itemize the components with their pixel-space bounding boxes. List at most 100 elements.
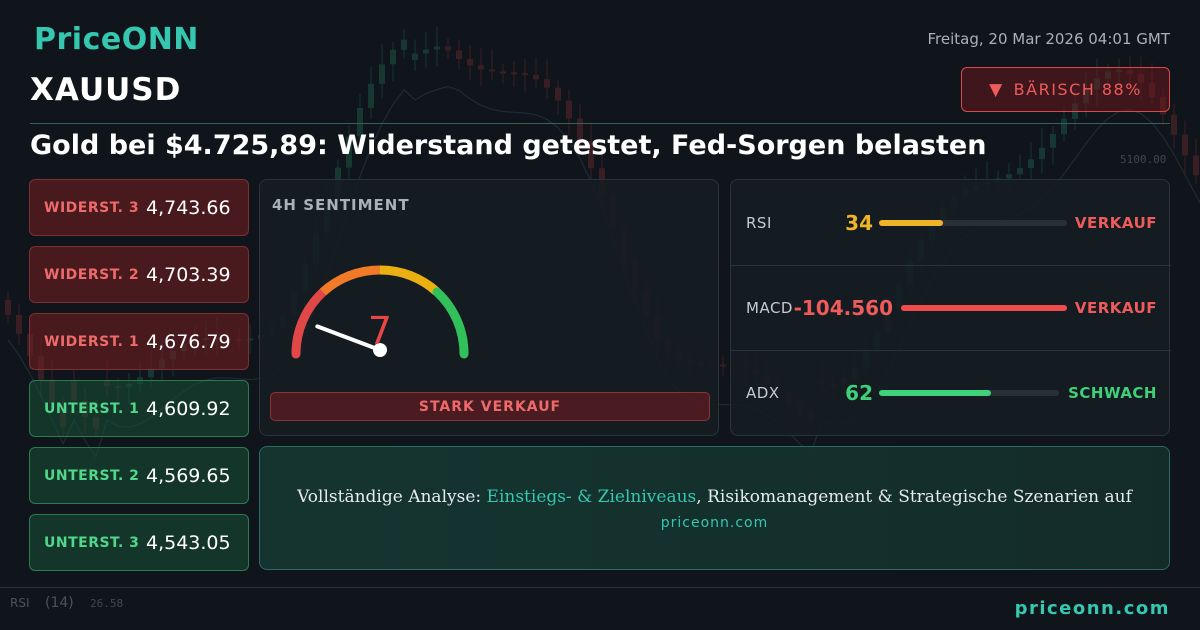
background-candle-body	[1182, 134, 1188, 156]
indicators-panel: RSI 34 VERKAUF MACD -104.560 VERKAUF ADX…	[730, 179, 1171, 436]
background-candle-body	[1149, 82, 1155, 97]
background-candle-body	[522, 72, 528, 75]
brand-logo: PriceONN	[34, 22, 199, 57]
indicator-rsi: RSI 34 VERKAUF	[731, 180, 1171, 265]
sentiment-title: 4H SENTIMENT	[272, 196, 410, 214]
gauge-hub	[373, 343, 387, 357]
background-candle-body	[1061, 118, 1067, 134]
background-candle-body	[489, 69, 495, 72]
background-candle-body	[390, 49, 396, 65]
background-candle-body	[1116, 69, 1122, 72]
level-resistance-2: WIDERST. 2 4,703.39	[29, 246, 249, 303]
bias-badge: ▼ BÄRISCH 88%	[961, 67, 1170, 112]
background-candle-body	[346, 136, 352, 168]
background-candle-body	[1105, 71, 1111, 79]
background-candle-body	[445, 46, 451, 51]
background-candle-body	[511, 72, 517, 75]
gauge-arc-green	[432, 287, 469, 359]
level-label: UNTERST. 1	[44, 400, 140, 417]
gauge-score: 7	[368, 309, 392, 353]
level-value: 4,543.05	[146, 531, 231, 554]
level-label: WIDERST. 1	[44, 333, 140, 350]
background-candle-body	[1083, 89, 1089, 104]
footer-url[interactable]: priceonn.com	[1014, 598, 1170, 619]
indicator-name: ADX	[746, 384, 780, 402]
cta-text: Vollständige Analyse: Einstiegs- & Zieln…	[260, 487, 1169, 507]
background-candle-body	[533, 74, 539, 80]
background-price-label: 5100.00	[1120, 153, 1166, 166]
gauge-needle	[315, 324, 382, 352]
background-candle-body	[1017, 168, 1023, 175]
analysis-cta[interactable]: Vollständige Analyse: Einstiegs- & Zieln…	[259, 446, 1170, 570]
background-candle-body	[555, 87, 561, 101]
timestamp: Freitag, 20 Mar 2026 04:01 GMT	[927, 30, 1171, 48]
background-candle-body	[544, 79, 550, 88]
cta-highlight: Einstiegs- & Zielniveaus	[486, 487, 697, 507]
background-candle-body	[148, 368, 154, 378]
level-value: 4,676.79	[146, 330, 231, 353]
gauge-arc-yellow	[379, 265, 441, 296]
level-support-3: UNTERST. 3 4,543.05	[29, 514, 249, 571]
headline: Gold bei $4.725,89: Widerstand getestet,…	[30, 130, 987, 161]
indicator-signal: SCHWACH	[1068, 384, 1157, 402]
header-divider	[30, 123, 1170, 124]
level-value: 4,703.39	[146, 263, 231, 286]
background-rsi-values: 26.58	[90, 597, 123, 610]
background-candle-body	[1171, 114, 1177, 135]
symbol-title: XAUUSD	[30, 72, 182, 108]
background-candle-body	[423, 49, 429, 54]
background-candle-body	[1094, 78, 1100, 90]
indicator-macd: MACD -104.560 VERKAUF	[731, 265, 1171, 350]
indicator-value: 62	[845, 381, 873, 405]
levels-column: WIDERST. 3 4,743.66 WIDERST. 2 4,703.39 …	[29, 179, 249, 581]
indicator-name: MACD	[746, 299, 793, 317]
level-label: UNTERST. 3	[44, 534, 140, 551]
background-candle-body	[5, 300, 11, 315]
background-candle-body	[247, 338, 253, 341]
cta-suffix: , Risikomanagement & Strategische Szenar…	[696, 487, 1132, 507]
background-candle-body	[1039, 147, 1045, 160]
sentiment-panel: 4H SENTIMENT 7 STARK VERKAUF	[259, 179, 719, 436]
background-candle-body	[1127, 69, 1133, 74]
indicator-name: RSI	[746, 213, 772, 232]
background-rsi-period: (14)	[45, 595, 74, 611]
background-candle-body	[1193, 155, 1199, 176]
background-candle-body	[720, 364, 726, 367]
background-rsi-label: RSI	[10, 596, 30, 610]
gauge-arc-orange	[319, 265, 381, 296]
indicator-signal: VERKAUF	[1074, 213, 1157, 232]
background-candle-body	[478, 65, 484, 70]
indicator-value: 34	[845, 210, 873, 235]
sentiment-gauge: 7	[291, 265, 469, 359]
indicator-bar-track	[879, 219, 1067, 226]
gauge-arc-red	[291, 287, 328, 359]
level-resistance-1: WIDERST. 1 4,676.79	[29, 313, 249, 370]
background-candle-body	[16, 315, 22, 334]
level-label: UNTERST. 2	[44, 467, 140, 484]
background-candle-body	[456, 50, 462, 59]
level-value: 4,609.92	[146, 397, 231, 420]
level-resistance-3: WIDERST. 3 4,743.66	[29, 179, 249, 236]
bias-label: BÄRISCH 88%	[1013, 80, 1142, 99]
level-label: WIDERST. 2	[44, 266, 140, 283]
background-candle-body	[467, 58, 473, 66]
triangle-down-icon: ▼	[989, 79, 1004, 100]
background-candle-body	[434, 46, 440, 50]
background-candle-body	[1006, 174, 1012, 179]
background-candle-body	[566, 100, 572, 119]
level-support-1: UNTERST. 1 4,609.92	[29, 380, 249, 437]
background-candle-body	[412, 53, 418, 60]
sentiment-label: STARK VERKAUF	[270, 392, 710, 421]
indicator-value: -104.560	[793, 296, 893, 320]
background-candle-body	[1050, 133, 1056, 148]
indicator-adx: ADX 62 SCHWACH	[731, 350, 1171, 435]
level-value: 4,743.66	[146, 196, 231, 219]
background-candle-body	[368, 83, 374, 109]
indicator-bar-fill	[879, 390, 991, 396]
background-candle-body	[1138, 73, 1144, 83]
level-support-2: UNTERST. 2 4,569.65	[29, 447, 249, 504]
cta-prefix: Vollständige Analyse:	[297, 487, 487, 507]
level-value: 4,569.65	[146, 464, 231, 487]
cta-link[interactable]: priceonn.com	[660, 515, 769, 531]
background-candle-body	[1160, 96, 1166, 115]
